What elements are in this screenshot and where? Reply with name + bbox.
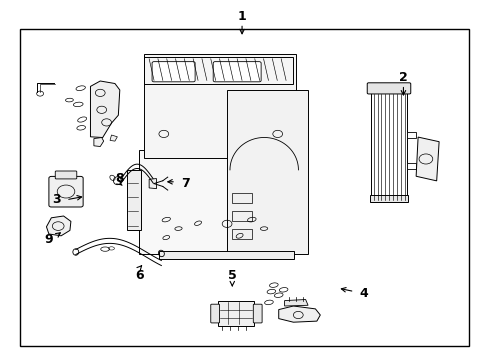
FancyBboxPatch shape xyxy=(407,132,415,138)
Text: 9: 9 xyxy=(44,233,53,246)
FancyBboxPatch shape xyxy=(213,62,261,82)
Text: 7: 7 xyxy=(181,177,190,190)
FancyBboxPatch shape xyxy=(226,90,307,254)
Text: 1: 1 xyxy=(237,10,246,23)
Polygon shape xyxy=(110,135,117,141)
Text: 2: 2 xyxy=(398,71,407,84)
Polygon shape xyxy=(415,137,438,181)
FancyBboxPatch shape xyxy=(366,83,410,94)
Text: 3: 3 xyxy=(52,193,61,206)
Text: 6: 6 xyxy=(135,269,143,282)
FancyBboxPatch shape xyxy=(217,301,254,326)
FancyBboxPatch shape xyxy=(152,62,195,82)
FancyBboxPatch shape xyxy=(127,170,141,230)
Polygon shape xyxy=(278,306,320,322)
Text: 8: 8 xyxy=(115,172,124,185)
FancyBboxPatch shape xyxy=(159,251,293,259)
Text: 5: 5 xyxy=(227,269,236,282)
Polygon shape xyxy=(46,216,71,236)
FancyBboxPatch shape xyxy=(370,86,407,202)
Polygon shape xyxy=(284,300,307,306)
FancyBboxPatch shape xyxy=(369,195,407,202)
Polygon shape xyxy=(90,81,120,138)
FancyBboxPatch shape xyxy=(253,304,262,323)
FancyBboxPatch shape xyxy=(210,304,219,323)
FancyBboxPatch shape xyxy=(232,211,251,221)
Text: 4: 4 xyxy=(359,287,368,300)
FancyBboxPatch shape xyxy=(232,229,251,239)
FancyBboxPatch shape xyxy=(407,163,415,169)
FancyBboxPatch shape xyxy=(49,176,83,207)
Polygon shape xyxy=(94,138,103,147)
Bar xyxy=(20,29,468,346)
FancyBboxPatch shape xyxy=(144,54,295,158)
Polygon shape xyxy=(149,179,156,189)
FancyBboxPatch shape xyxy=(55,171,77,179)
FancyBboxPatch shape xyxy=(232,193,251,203)
FancyBboxPatch shape xyxy=(139,150,232,254)
